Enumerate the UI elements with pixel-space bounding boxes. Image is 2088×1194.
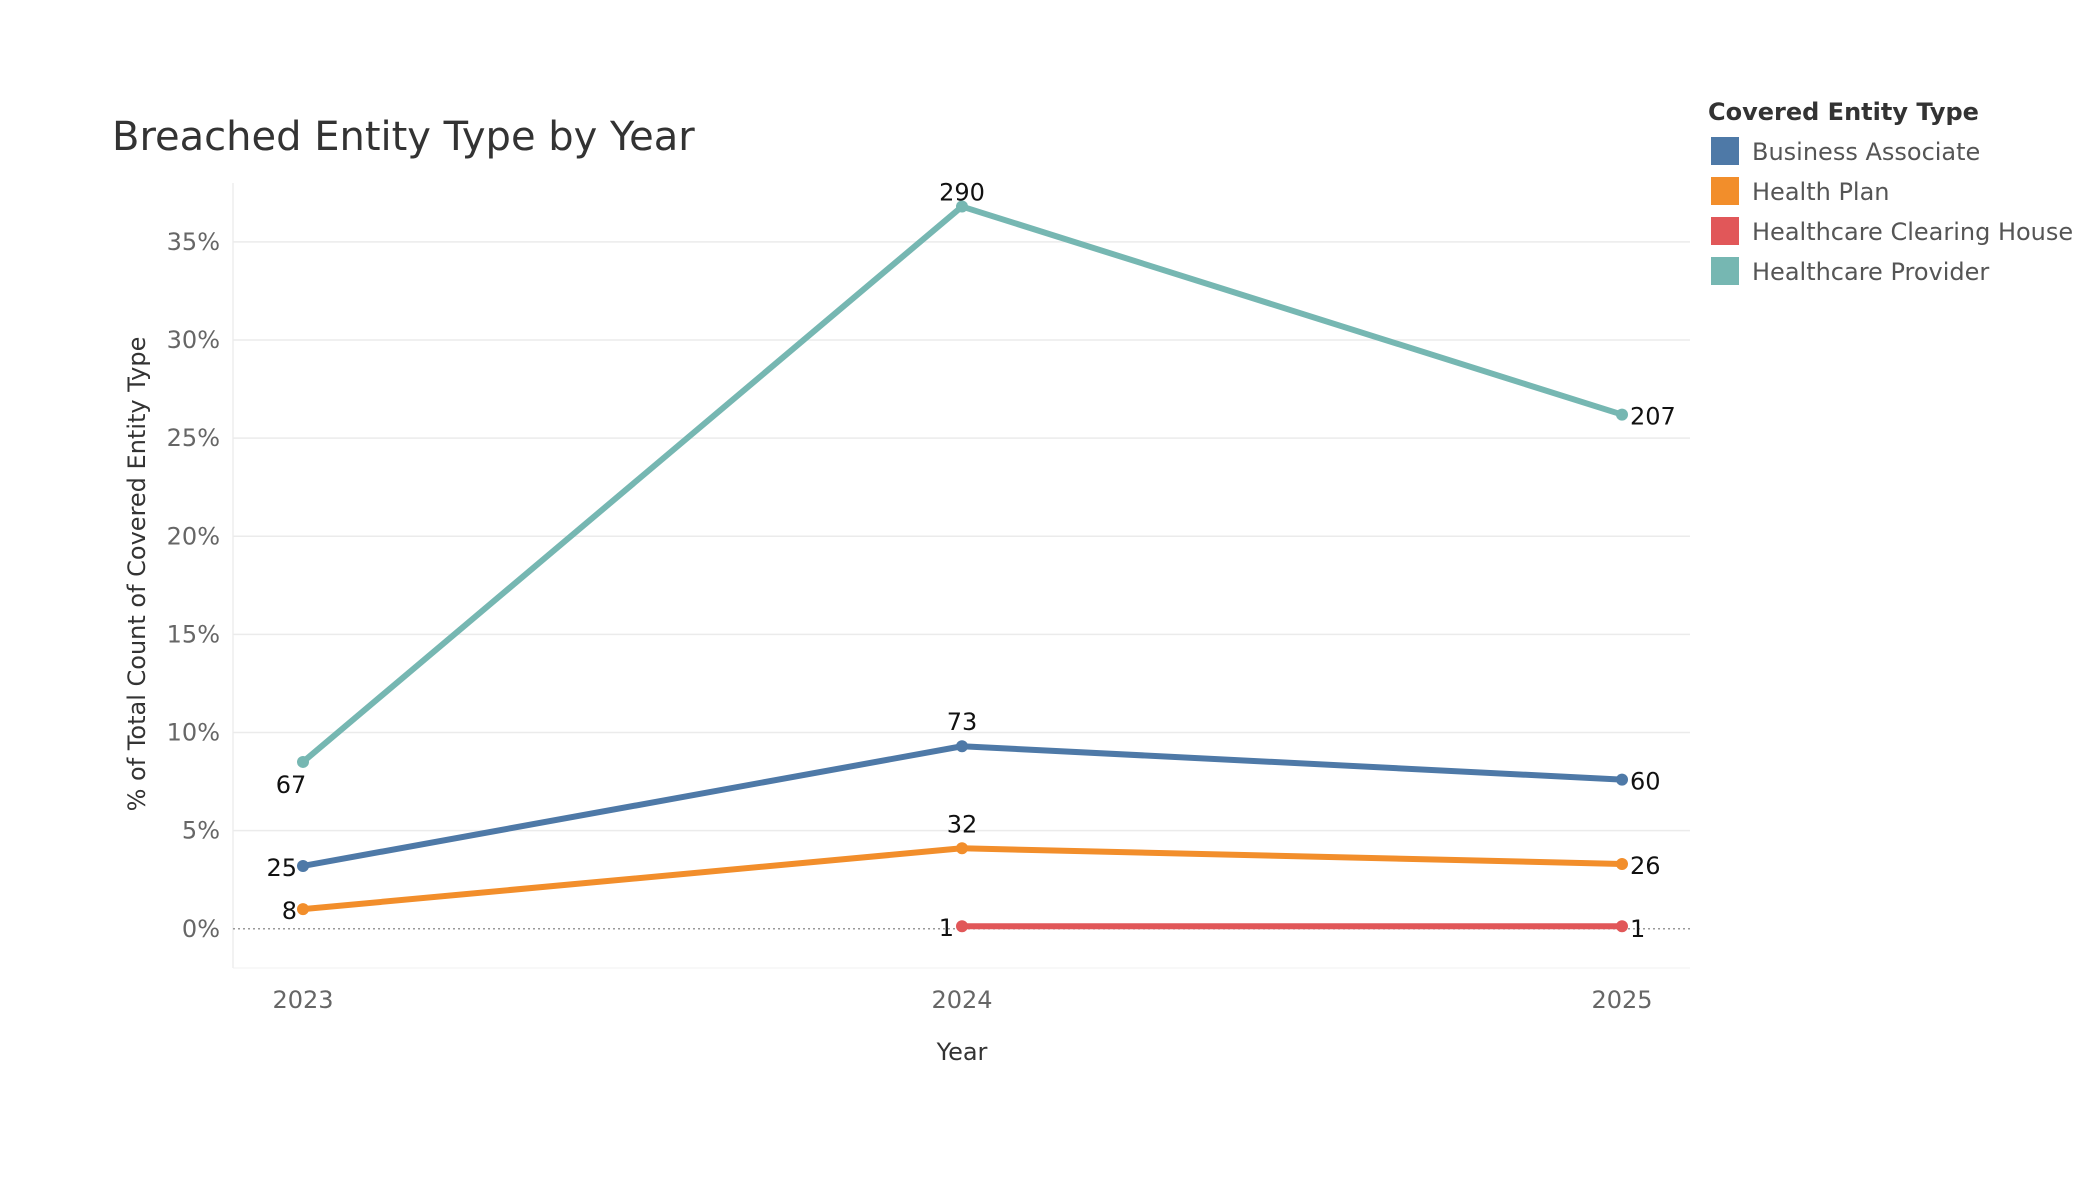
data-label: 26 [1630,852,1661,880]
data-label: 32 [947,810,978,838]
legend-swatch [1711,177,1739,205]
data-label: 1 [1630,915,1645,943]
data-label: 60 [1630,768,1661,796]
plot-area: 0% 5% 10% 15% 20% 25% 30% 35% 2023 2024 2025 67 290 2… [167,179,1690,1014]
legend-title: Covered Entity Type [1708,98,1979,126]
legend-swatch [1711,137,1739,165]
data-label: 67 [276,771,307,799]
data-point [297,903,309,916]
legend-label: Healthcare Provider [1752,258,1989,286]
legend-item-healthcare-provider[interactable]: Healthcare Provider [1711,257,1989,286]
data-label: 290 [939,179,985,207]
y-tick-label: 30% [167,326,220,354]
y-tick-label: 10% [167,719,220,747]
data-label: 8 [282,897,297,925]
chart-title: Breached Entity Type by Year [112,114,695,160]
y-tick-label: 5% [182,817,220,845]
data-label: 207 [1630,403,1676,431]
legend-label: Health Plan [1752,178,1890,206]
data-point [297,859,309,872]
x-tick-label: 2024 [931,986,992,1014]
data-point [1616,773,1628,786]
series-health-plan: 8 32 26 [282,810,1661,925]
x-tick-label: 2025 [1591,986,1652,1014]
data-label: 1 [939,914,954,942]
y-tick-label: 25% [167,424,220,452]
data-point [297,755,309,768]
data-point [956,740,968,753]
legend-item-healthcare-clearing-house[interactable]: Healthcare Clearing House [1711,217,2073,246]
data-point [956,920,968,933]
legend-swatch [1711,257,1739,285]
y-tick-label: 20% [167,522,220,550]
legend-label: Healthcare Clearing House [1752,218,2073,246]
y-tick-label: 0% [182,915,220,943]
data-label: 73 [947,708,978,736]
y-axis-title: % of Total Count of Covered Entity Type [123,337,151,812]
y-tick-label: 15% [167,620,220,648]
data-point [1616,857,1628,870]
y-tick-label: 35% [167,228,220,256]
data-point [956,842,968,855]
series-line-health-plan [300,845,1625,913]
legend-item-health-plan[interactable]: Health Plan [1711,177,1890,206]
series-line-healthcare-provider [300,203,1625,765]
data-label: 25 [266,854,297,882]
series-business-associate: 25 73 60 [266,708,1660,882]
data-point [1616,408,1628,421]
legend-item-business-associate[interactable]: Business Associate [1711,137,1980,166]
x-axis-title: Year [936,1038,988,1066]
data-point [1616,920,1628,933]
data-point [956,200,968,213]
legend: Covered Entity Type Business Associate He… [1708,98,2073,286]
x-tick-label: 2023 [272,986,333,1014]
series-healthcare-provider: 67 290 207 [276,179,1676,799]
legend-label: Business Associate [1752,138,1980,166]
legend-swatch [1711,217,1739,245]
